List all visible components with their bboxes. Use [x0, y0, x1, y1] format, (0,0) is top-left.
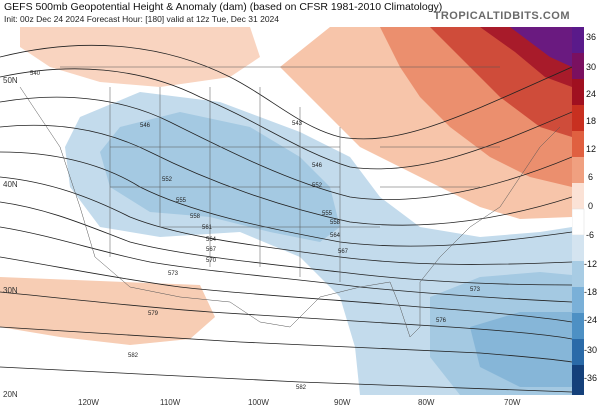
- contour-label: 564: [206, 237, 217, 243]
- anomaly-colorbar: 36 30 24 18 12 6 0 -6 -12 -18 -24 -30 -3…: [571, 27, 600, 395]
- contour-label: 558: [330, 220, 341, 226]
- colorbar-label: -30: [584, 345, 598, 355]
- contour-label: 564: [330, 233, 341, 239]
- colorbar-label: 36: [586, 32, 597, 42]
- contour-label: 555: [176, 198, 187, 204]
- colorbar-label: 0: [588, 201, 594, 211]
- contour-label: 576: [436, 318, 447, 324]
- colorbar-label: -6: [586, 230, 595, 240]
- cold-anomaly-atlantic-core: [470, 312, 572, 387]
- contour-label: 570: [206, 258, 217, 264]
- contour-label: 543: [292, 121, 303, 127]
- colorbar-label: -12: [584, 259, 598, 269]
- colorbar-label: -18: [584, 287, 598, 297]
- height-contours: [0, 44, 572, 393]
- contour-label: 555: [322, 211, 333, 217]
- lon-label: 120W: [78, 398, 99, 407]
- lat-label: 30N: [3, 286, 18, 295]
- contour-labels: 540 546 552 555 558 561 564 567 570 573 …: [30, 71, 481, 391]
- contour-label: 558: [190, 214, 201, 220]
- lat-label: 20N: [3, 390, 18, 399]
- lon-label: 70W: [504, 398, 521, 407]
- warm-anomaly-southwest: [0, 277, 215, 345]
- contour-label: 546: [140, 123, 151, 129]
- lon-label: 90W: [334, 398, 351, 407]
- map-title: GEFS 500mb Geopotential Height & Anomaly…: [4, 1, 443, 13]
- contour-label: 573: [470, 287, 481, 293]
- contour-label: 573: [168, 271, 179, 277]
- colorbar-swatches: [571, 27, 585, 395]
- lat-label: 40N: [3, 180, 18, 189]
- warm-anomaly-northwest: [20, 27, 260, 87]
- brand-label: TROPICALTIDBITS.COM: [433, 10, 570, 22]
- lat-label: 50N: [3, 76, 18, 85]
- map-header: GEFS 500mb Geopotential Height & Anomaly…: [0, 0, 600, 27]
- warm-anomaly-purple: [510, 27, 572, 67]
- borders: [19, 66, 561, 338]
- lon-label: 100W: [248, 398, 269, 407]
- contour-label: 540: [30, 71, 41, 77]
- contour-label: 579: [148, 311, 159, 317]
- colorbar-label: 12: [586, 144, 597, 154]
- contour-label: 567: [338, 249, 349, 255]
- map-subtitle: Init: 00z Dec 24 2024 Forecast Hour: [18…: [4, 14, 279, 24]
- height-anomaly-map: 540 546 552 555 558 561 564 567 570 573 …: [0, 27, 572, 395]
- contour-label: 567: [206, 247, 217, 253]
- contour-label: 552: [312, 183, 323, 189]
- colorbar-label: -36: [584, 373, 598, 383]
- lon-label: 110W: [160, 398, 181, 407]
- contour-label: 561: [202, 225, 213, 231]
- contour-label: 582: [128, 353, 139, 359]
- colorbar-label: -24: [584, 315, 598, 325]
- contour-label: 582: [296, 385, 307, 391]
- colorbar-label: 18: [586, 116, 597, 126]
- colorbar-label: 24: [586, 89, 597, 99]
- contour-label: 546: [312, 163, 323, 169]
- colorbar-label: 30: [586, 62, 597, 72]
- colorbar-label: 6: [588, 172, 594, 182]
- contour-label: 552: [162, 177, 173, 183]
- lon-label: 80W: [418, 398, 435, 407]
